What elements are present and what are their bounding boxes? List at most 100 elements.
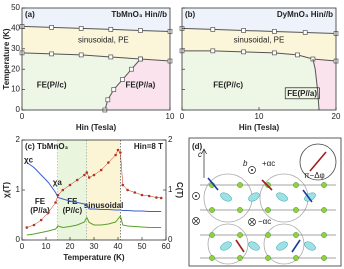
marker [147,194,151,198]
y-tick-label: 20 [11,64,20,73]
marker [295,52,300,58]
series-line [26,214,162,236]
marker [54,201,57,204]
chart-panel: sinusoidal, PE FE(P//c) FE(P//a) 0 10 20 Hin (… [179,7,341,132]
marker [39,218,43,222]
y-tick-label: 50 [11,3,20,12]
marker [25,226,29,229]
marker [138,28,143,33]
marker [159,196,163,200]
region-label: FE(P//a) [287,89,317,98]
diagram-frame [188,137,342,267]
rings [203,143,337,265]
ions [209,182,327,261]
chart-title: TbMnO₃ Hin//b [111,10,167,19]
x-tick-label: 20 [66,242,75,251]
y-tick-label: 1 [16,185,21,194]
panel-label: (d) [192,142,203,151]
region [104,59,170,110]
y-tick-label: 40 [11,24,20,33]
annotation: −αc [258,217,271,226]
x-tick-label: 0 [180,112,185,121]
axis-symbols [192,148,256,226]
marker [56,193,60,197]
marker [68,183,72,187]
marker [210,48,216,54]
band [22,140,58,240]
y2-tick-label: 0 [168,235,173,244]
marker [140,193,144,197]
band-label: sinusoidal [84,201,124,210]
marker [47,211,50,214]
marker [272,50,277,56]
axis-dots [195,169,253,197]
chart-title: DyMnO₃ Hin//b [277,10,333,19]
region [22,26,170,62]
region-label: sinusoidal, PE [78,36,129,45]
x-tick-label: 60 [162,242,171,251]
band [86,140,121,240]
marker [133,191,137,194]
marker [241,28,246,33]
y-tick-label: 10 [11,85,20,94]
plot-frame [21,7,171,111]
spins [207,151,327,253]
marker [114,153,117,157]
x-tick-label: 50 [138,242,147,251]
diagram-panel: (d) c b +αc −αc π−Δφ [188,137,342,267]
region-label: sinusoidal, PE [234,36,285,45]
region [182,50,336,110]
marker [99,168,103,172]
series-line [181,27,337,34]
y2-tick-label: 1 [168,185,173,194]
y-tick-label: 2 [16,135,21,144]
marker [92,173,96,177]
marker [61,188,65,192]
orbitals [220,192,316,251]
marker [108,27,114,32]
marker [107,161,110,164]
marker [302,30,308,35]
marker [210,27,216,32]
marker [49,25,54,30]
x-tick-label: 10 [166,112,175,121]
marker [75,178,79,182]
marker [111,87,117,92]
marker [87,176,91,179]
annotation: π−Δφ [304,171,325,180]
y-axis-label: Temperature (K) [2,28,11,90]
marker [241,49,246,55]
x-axis-label: Hin (Tesla) [76,123,117,132]
marker [78,52,84,58]
series-label: χc [24,156,34,165]
y-tick-label: 0 [16,235,21,244]
annotation: Hin=8 T [134,142,163,151]
marker [120,77,125,82]
x-tick-label: 30 [90,242,99,251]
axis-label: b [243,159,248,168]
x-axis-label: Hin (Tesla) [239,123,280,132]
series-line [26,162,162,212]
y2-axis-label: C(T) [175,182,184,198]
y2-tick-label: 2 [168,135,173,144]
marker [126,188,129,192]
marker [119,151,122,154]
marker [116,148,120,152]
marker [32,223,36,227]
band-label: FE [35,197,46,206]
label-box [284,87,320,100]
marker [108,54,114,60]
marker [155,196,158,199]
marker [78,26,84,31]
x-axis-label: Temperature (K) [63,253,125,262]
marker [129,66,134,72]
x-tick-label: 10 [255,112,264,121]
panel-label: (c) TbMnO₃ [25,142,69,151]
x-tick-label: 10 [42,242,51,251]
band-label: (P//a) [30,206,50,215]
x-tick-label: 0 [20,242,25,251]
marker [138,56,143,62]
marker [121,183,125,187]
